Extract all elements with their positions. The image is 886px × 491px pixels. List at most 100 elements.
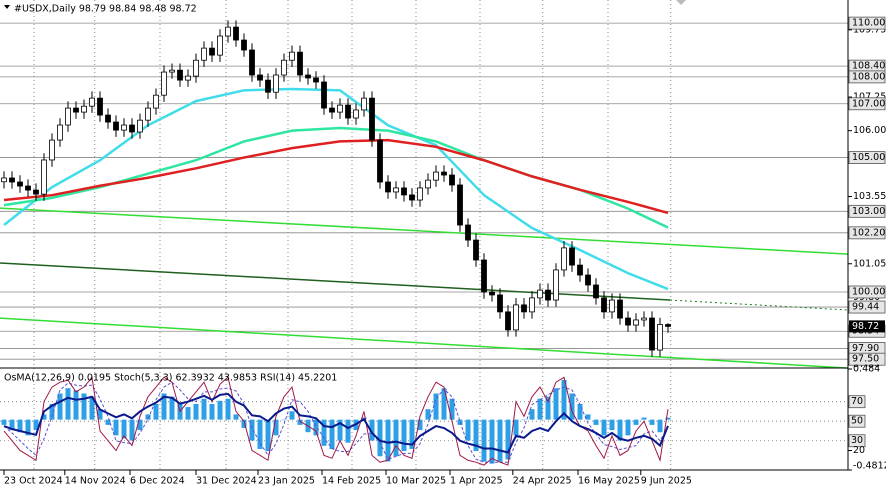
candle-body: [137, 119, 143, 133]
level-label: 100.00: [852, 286, 885, 297]
osma-bar: [153, 403, 159, 420]
osma-bar: [17, 419, 23, 433]
candle-body: [257, 74, 263, 81]
candle-body: [641, 317, 647, 321]
level-label: 99.44: [852, 302, 879, 313]
osma-bar: [409, 419, 415, 449]
osma-bar: [121, 419, 127, 439]
candle-body: [449, 174, 455, 186]
osma-bar: [609, 419, 615, 431]
candle-body: [537, 289, 543, 299]
candle-body: [321, 81, 327, 109]
candle-body: [49, 139, 55, 161]
osma-bar: [417, 419, 423, 431]
osma-bar: [57, 393, 63, 420]
osma-bar: [649, 419, 655, 425]
osma-bar: [273, 419, 279, 436]
y-tick-label: 107.25: [853, 92, 886, 103]
candle-body: [361, 97, 367, 111]
candle-body: [297, 51, 303, 76]
candle-body: [617, 299, 623, 319]
osma-bar: [241, 419, 247, 429]
osma-bar: [577, 403, 583, 420]
osc-level-box: [848, 395, 866, 409]
osma-bar: [385, 419, 391, 462]
candle-body: [305, 74, 311, 79]
osma-bar: [545, 396, 551, 420]
level-label: 97.90: [852, 343, 879, 354]
osma-bar: [81, 393, 87, 420]
candle-body: [281, 59, 287, 76]
candle-body: [337, 104, 343, 113]
osma-bar: [233, 414, 239, 420]
trendline: [0, 317, 849, 369]
candle-body: [401, 187, 407, 196]
axes-layer: [0, 0, 849, 471]
candle-body: [433, 171, 439, 181]
osma-bar: [217, 400, 223, 420]
x-tick-label: 14 Feb 2025: [322, 476, 381, 487]
candle-body: [217, 35, 223, 56]
candle-body: [601, 297, 607, 313]
candle-body: [649, 317, 655, 351]
osma-bar: [513, 419, 519, 436]
x-tick-label: 9 Jun 2025: [641, 476, 692, 487]
osma-bar: [9, 419, 15, 431]
candle-body: [57, 124, 63, 141]
candle-body: [233, 26, 239, 41]
level-label-box: [848, 97, 886, 111]
plot-layer: [0, 20, 849, 466]
candle-body: [241, 39, 247, 51]
level-label: 110.00: [852, 18, 885, 29]
candle-body: [65, 107, 71, 126]
osma-bar: [209, 403, 215, 420]
osma-bar: [313, 419, 319, 436]
candle-body: [153, 94, 159, 109]
candle-body: [41, 159, 47, 195]
candle-body: [593, 284, 599, 299]
osma-bar: [49, 403, 55, 420]
candle-body: [441, 171, 447, 176]
candle-body: [377, 139, 383, 183]
candle-body: [1, 177, 7, 183]
osma-bar: [185, 407, 191, 420]
level-label: 108.40: [852, 61, 885, 72]
candle-body: [345, 104, 351, 119]
candle-body: [145, 107, 151, 121]
level-label: 107.00: [852, 98, 885, 109]
candle-body: [289, 51, 295, 61]
candle-body: [89, 97, 95, 107]
trendline: [0, 207, 849, 255]
osma-bar: [105, 419, 111, 425]
x-tick-label: 31 Dec 2024: [196, 476, 257, 487]
osc-level-label: 30: [851, 435, 863, 446]
y-tick-label: 101.05: [853, 258, 886, 269]
osma-bar: [289, 411, 295, 420]
osma-bar: [505, 419, 511, 460]
candle-body: [265, 79, 271, 93]
candle-body: [209, 47, 215, 56]
candle-body: [513, 304, 519, 331]
osma-bar: [137, 419, 143, 431]
candle-body: [177, 69, 183, 81]
level-label-box: [848, 70, 886, 84]
candle-body: [9, 177, 15, 183]
candle-body: [489, 291, 495, 296]
level-label-box: [848, 151, 886, 164]
candle-body: [481, 259, 487, 293]
candle-body: [609, 299, 615, 313]
candle-body: [97, 97, 103, 116]
osma-bar: [585, 414, 591, 420]
level-label: 102.20: [852, 227, 885, 238]
candle-body: [201, 47, 207, 61]
osma-bar: [561, 379, 567, 420]
osma-bar: [369, 419, 375, 441]
osma-bar: [625, 419, 631, 436]
osma-bar: [249, 419, 255, 441]
osma-bar: [641, 417, 647, 420]
osma-bar: [25, 419, 31, 436]
osma-bar: [617, 419, 623, 441]
candle-body: [553, 269, 559, 301]
osc-tick-label: 20: [853, 445, 865, 456]
osma-bar: [97, 409, 103, 420]
